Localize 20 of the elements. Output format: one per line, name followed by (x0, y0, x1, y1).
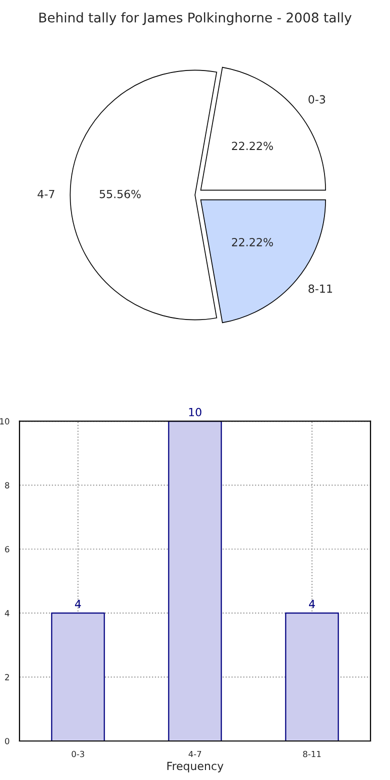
y-tick-label: 8 (5, 482, 10, 488)
y-tick-label: 2 (5, 674, 9, 680)
x-tick-label: 8-11 (303, 750, 321, 758)
data-label: 22.22% (232, 238, 273, 246)
y-tick-label: 4 (4, 610, 10, 616)
slice-label: 0-3 (308, 95, 326, 104)
x-axis-title: Frequency (167, 762, 224, 772)
x-tick-label: 4-7 (188, 750, 202, 758)
chart-title: Behind tally for James Polkinghorne - 2008 tally (39, 12, 352, 26)
y-tick-label: 6 (5, 546, 10, 552)
x-tick-label: 0-3 (72, 750, 84, 758)
slice-label: 4-7 (38, 190, 54, 198)
y-tick-label: 0 (5, 738, 10, 744)
data-label: 10 (189, 408, 202, 416)
data-label: 22.22% (232, 142, 273, 150)
data-label: 4 (309, 600, 315, 608)
slice-label: 8-11 (308, 284, 332, 293)
data-label: 55.56% (100, 190, 141, 198)
data-label: 4 (75, 600, 81, 608)
y-tick-label: 10 (0, 418, 10, 424)
